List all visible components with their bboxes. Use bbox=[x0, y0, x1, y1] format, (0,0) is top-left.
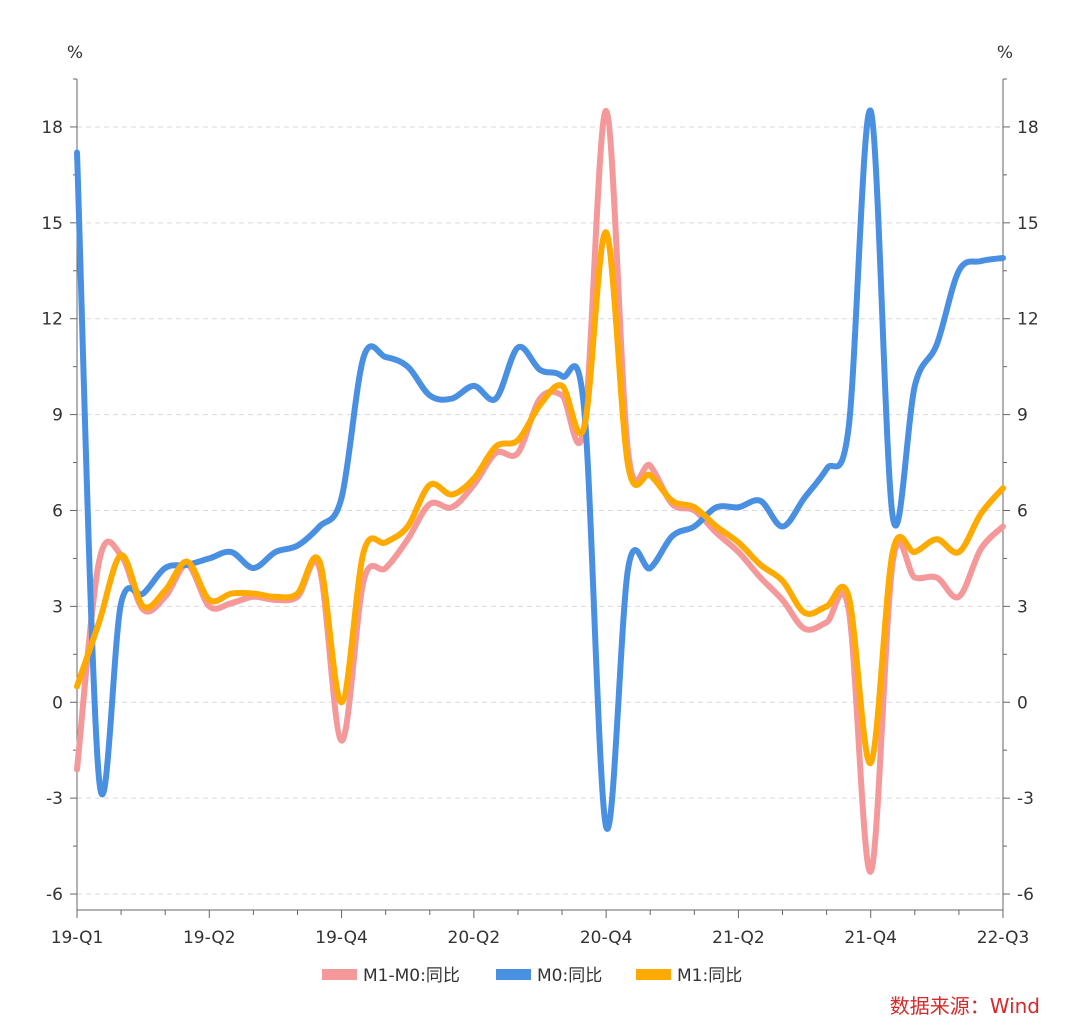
legend-label-m1-yoy: M1:同比 bbox=[677, 966, 742, 986]
right-y-tick-label: 3 bbox=[1017, 597, 1028, 617]
left-y-tick-label: 15 bbox=[41, 214, 63, 234]
right-y-tick-label: -6 bbox=[1017, 885, 1034, 905]
ticks: -6 -6 -3 -3 0 0 3 3 6 6 9 9 12 12 15 15 18 18 19-Q1 19-Q2 19… bbox=[41, 78, 1039, 948]
series-line-m0-yoy bbox=[74, 107, 1006, 832]
left-y-tick-label: 9 bbox=[52, 406, 63, 426]
legend-swatch-m0-yoy bbox=[496, 969, 531, 980]
left-y-tick-label: -6 bbox=[46, 885, 63, 905]
right-unit-label: % bbox=[997, 43, 1013, 63]
left-y-tick-label: 6 bbox=[52, 501, 63, 521]
x-tick-label: 20-Q2 bbox=[448, 928, 501, 948]
gridlines bbox=[77, 126, 1003, 895]
legend-swatch-m1-yoy bbox=[636, 969, 671, 980]
right-y-tick-label: 12 bbox=[1017, 310, 1039, 330]
right-y-tick-label: 18 bbox=[1017, 118, 1039, 138]
x-tick-label: 19-Q2 bbox=[183, 928, 236, 948]
left-y-tick-label: 3 bbox=[52, 597, 63, 617]
series-lines bbox=[74, 107, 1006, 875]
right-y-tick-label: 6 bbox=[1017, 501, 1028, 521]
axes: % % bbox=[67, 43, 1013, 911]
legend-swatch-m1-m0-yoy bbox=[322, 969, 357, 980]
data-source-label: 数据来源：Wind bbox=[890, 994, 1040, 1018]
left-y-tick-label: 12 bbox=[41, 310, 63, 330]
left-y-tick-label: 18 bbox=[41, 118, 63, 138]
series-line-m1-m0-yoy bbox=[74, 107, 1006, 875]
right-y-tick-label: 0 bbox=[1017, 693, 1028, 713]
right-y-tick-label: 15 bbox=[1017, 214, 1039, 234]
x-tick-label: 19-Q1 bbox=[51, 928, 104, 948]
right-y-tick-label: -3 bbox=[1017, 789, 1034, 809]
x-tick-label: 19-Q4 bbox=[315, 928, 368, 948]
series-line-m1-yoy bbox=[74, 229, 1006, 767]
right-y-tick-label: 9 bbox=[1017, 406, 1028, 426]
x-tick-label: 21-Q2 bbox=[712, 928, 765, 948]
left-y-tick-label: 0 bbox=[52, 693, 63, 713]
x-tick-label: 22-Q3 bbox=[977, 928, 1030, 948]
x-tick-label: 21-Q4 bbox=[844, 928, 897, 948]
x-tick-label: 20-Q4 bbox=[580, 928, 633, 948]
legend: M1-M0:同比 M0:同比 M1:同比 bbox=[322, 966, 742, 986]
left-unit-label: % bbox=[67, 43, 83, 63]
legend-label-m1-m0-yoy: M1-M0:同比 bbox=[363, 966, 460, 986]
legend-label-m0-yoy: M0:同比 bbox=[537, 966, 602, 986]
left-y-tick-label: -3 bbox=[46, 789, 63, 809]
